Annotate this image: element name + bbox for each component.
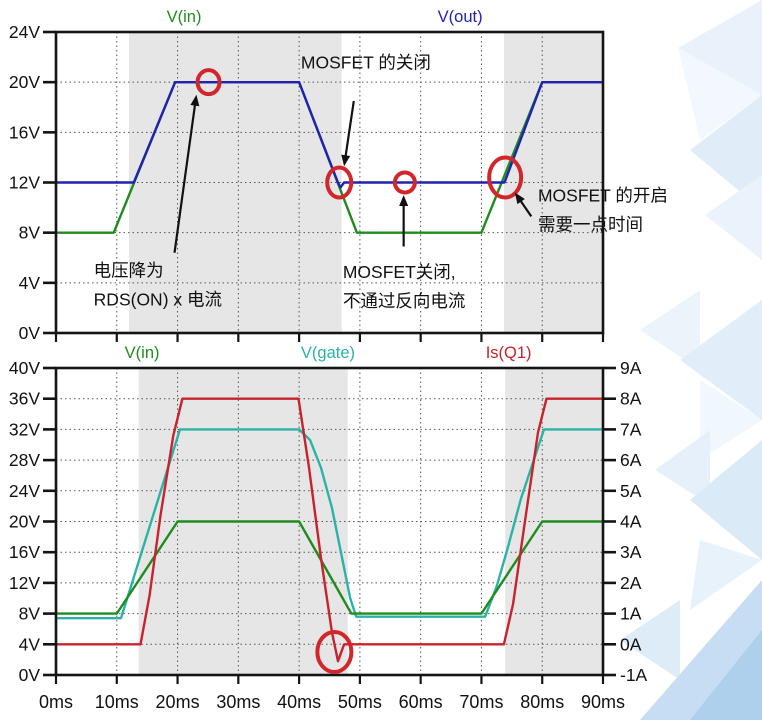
y-axis-label: 0V xyxy=(19,665,41,685)
y-axis-label: 8V xyxy=(19,604,41,624)
y-axis-label: 20V xyxy=(9,512,40,532)
annotation-text: MOSFET 的关闭 xyxy=(301,52,431,72)
highlight-circle xyxy=(325,165,354,200)
y-axis-label: 4V xyxy=(19,634,41,654)
annotation-arrow xyxy=(344,100,355,159)
y-axis-label: 20V xyxy=(9,72,40,92)
legend-v-out-: V(out) xyxy=(438,8,483,26)
y-axis-right-label: 5A xyxy=(620,481,642,501)
x-axis-label: 60ms xyxy=(399,692,443,712)
series-v-gate- xyxy=(56,428,603,620)
plot-voltage-current-bottom: 40V 36V 32V 28V 24V 20V 16V 12V 8V 4V 0V 9A 8A 7A 6A 5A… xyxy=(9,344,648,712)
annotation-arrowhead xyxy=(341,154,351,167)
y-axis-right-label: 7A xyxy=(620,419,642,439)
highlight-circle xyxy=(315,629,354,674)
y-axis-label: 12V xyxy=(9,173,40,193)
series-v-in- xyxy=(56,520,603,615)
y-axis-label: 8V xyxy=(19,223,41,243)
highlight-circle xyxy=(195,68,222,97)
decorative-triangle-pattern xyxy=(620,0,762,720)
annotation-text: MOSFET 的开启需要一点时间 xyxy=(538,185,668,234)
y-axis-right-label: 4A xyxy=(620,512,642,532)
series-is-q1- xyxy=(56,397,603,663)
annotation-arrowhead xyxy=(514,192,525,205)
y-axis-right-label: 8A xyxy=(620,389,642,409)
annotation-text: MOSFET关闭,不通过反向电流 xyxy=(343,262,466,311)
y-axis-label: 0V xyxy=(19,323,41,343)
y-axis-right-label: 2A xyxy=(620,573,642,593)
legend-is-q1-: Is(Q1) xyxy=(486,344,532,362)
legend-v-gate-: V(gate) xyxy=(301,344,355,362)
y-axis-label: 4V xyxy=(19,273,41,293)
highlight-circle xyxy=(392,170,417,195)
y-axis-right-label: -1A xyxy=(620,665,648,685)
y-axis-label: 32V xyxy=(9,419,40,439)
y-axis-label: 12V xyxy=(9,573,40,593)
y-axis-right-label: 0A xyxy=(620,634,642,654)
y-axis-label: 24V xyxy=(9,22,40,42)
series-v-out- xyxy=(56,80,603,189)
highlight-circle xyxy=(487,155,524,200)
x-axis-label: 70ms xyxy=(459,692,503,712)
y-axis-right-label: 9A xyxy=(620,358,642,378)
x-axis-label: 80ms xyxy=(520,692,564,712)
x-axis-label: 0ms xyxy=(39,692,73,712)
x-axis-label: 90ms xyxy=(581,692,625,712)
y-axis-right-label: 3A xyxy=(620,542,642,562)
annotation-arrowhead xyxy=(399,195,409,207)
legend-v-in-: V(in) xyxy=(125,344,160,362)
y-axis-label: 40V xyxy=(9,358,40,378)
y-axis-label: 16V xyxy=(9,122,40,142)
y-axis-label: 36V xyxy=(9,389,40,409)
annotation-text: 电压降为 RDS(ON) x 电流 xyxy=(94,261,222,310)
plot-voltage-top: 24V 20V 16V 12V 8V 4V 0V V(in) V(out) 电压降为 RDS(ON)… xyxy=(9,8,668,343)
annotation-arrowhead xyxy=(190,94,200,107)
x-axis-label: 50ms xyxy=(338,692,382,712)
waveform-plots: 24V 20V 16V 12V 8V 4V 0V V(in) V(out) 电压降为 RDS(ON)… xyxy=(9,8,668,712)
y-axis-label: 16V xyxy=(9,542,40,562)
y-axis-label: 24V xyxy=(9,481,40,501)
y-axis-label: 28V xyxy=(9,450,40,470)
x-axis-label: 30ms xyxy=(216,692,260,712)
x-axis-label: 20ms xyxy=(156,692,200,712)
annotation-arrow xyxy=(173,102,197,253)
x-axis-label: 10ms xyxy=(95,692,139,712)
legend-v-in-: V(in) xyxy=(167,8,202,26)
annotation-arrow xyxy=(518,198,533,217)
y-axis-right-label: 6A xyxy=(620,450,642,470)
x-axis-label: 40ms xyxy=(277,692,321,712)
y-axis-right-label: 1A xyxy=(620,604,642,624)
